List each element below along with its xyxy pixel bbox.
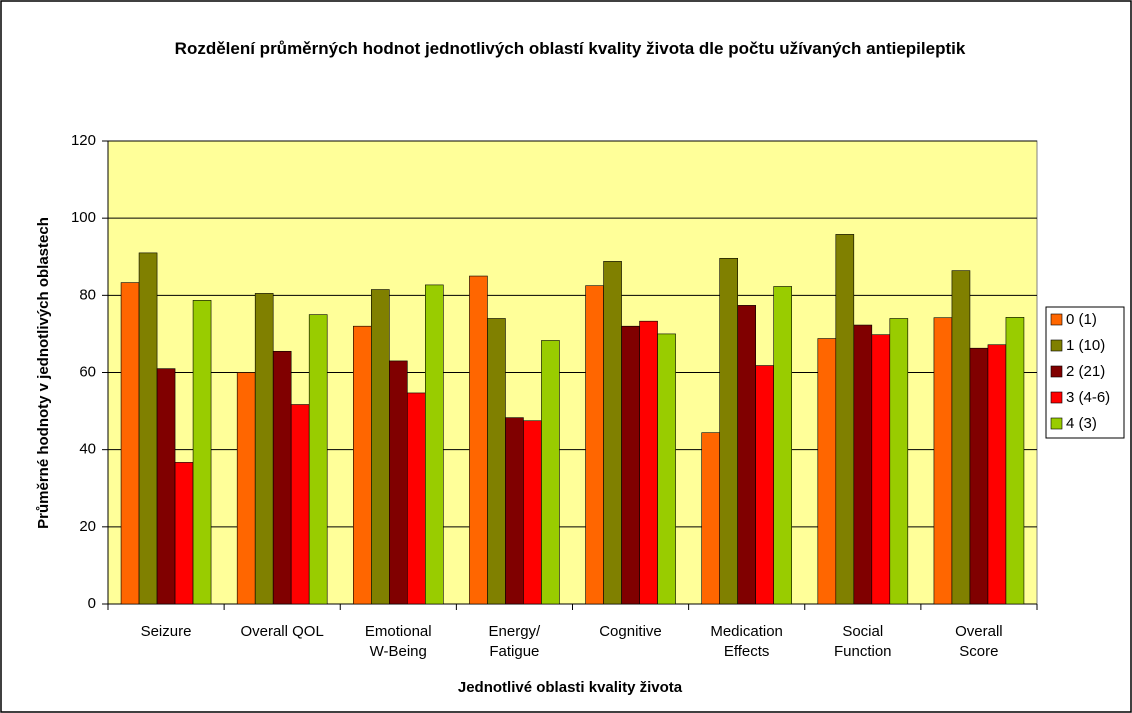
x-tick-label: Medication Effects <box>710 623 783 660</box>
bar <box>585 285 604 605</box>
bar <box>853 324 873 605</box>
legend-swatch <box>1050 339 1063 352</box>
bar <box>755 365 774 605</box>
bar <box>541 340 560 605</box>
bar <box>371 289 390 605</box>
bar <box>469 275 488 605</box>
legend-swatch <box>1050 365 1063 378</box>
bar <box>236 372 256 605</box>
y-tick-label: 120 <box>71 132 96 149</box>
bar <box>871 334 891 605</box>
bar <box>138 252 158 605</box>
bar <box>1005 317 1025 605</box>
bar <box>487 318 506 605</box>
bar <box>621 325 640 605</box>
bar <box>174 462 194 605</box>
bar <box>156 368 176 605</box>
chart-title: Rozdělení průměrných hodnot jednotlivých… <box>174 39 966 58</box>
title-box: Rozdělení průměrných hodnot jednotlivých… <box>174 39 966 58</box>
bar <box>737 305 756 605</box>
y-tick-label: 100 <box>71 209 96 226</box>
bar <box>505 417 524 605</box>
legend-swatch <box>1050 391 1063 404</box>
legend-swatch <box>1050 417 1063 430</box>
bar <box>817 338 837 605</box>
x-tick-label: Social Function <box>833 623 892 660</box>
y-tick-label: 80 <box>79 286 96 303</box>
x-tick-label: Energy/ Fatigue <box>488 623 541 660</box>
bar <box>407 392 426 605</box>
bar <box>987 344 1007 605</box>
bar <box>389 360 408 605</box>
bar <box>272 350 292 605</box>
bar <box>835 234 855 605</box>
bar <box>701 432 720 605</box>
legend-label: 4 (3) <box>1066 415 1097 432</box>
y-tick-label: 0 <box>88 595 96 612</box>
bar <box>120 282 140 605</box>
bar <box>603 261 622 605</box>
bar <box>353 325 372 605</box>
bar <box>254 293 274 605</box>
legend-label: 1 (10) <box>1066 337 1105 354</box>
bar <box>889 318 909 605</box>
bar <box>639 320 658 605</box>
bar <box>933 317 953 605</box>
y-tick-label: 20 <box>79 518 96 535</box>
bar <box>290 404 310 605</box>
bar <box>523 420 542 605</box>
legend-swatch <box>1050 313 1063 326</box>
legend-label: 3 (4-6) <box>1066 389 1110 406</box>
x-axis-label: Jednotlivé oblasti kvality života <box>458 679 683 696</box>
bar <box>773 286 792 605</box>
legend-label: 0 (1) <box>1066 311 1097 328</box>
bar <box>951 270 971 605</box>
x-tick-label: Seizure <box>140 623 192 640</box>
y-tick-label: 60 <box>79 363 96 380</box>
bar <box>425 284 444 605</box>
x-tick-label: Emotional W-Being <box>364 623 432 660</box>
bar <box>192 300 212 605</box>
x-tick-label: Overall QOL <box>240 623 324 640</box>
legend-label: 2 (21) <box>1066 363 1105 380</box>
x-tick-label: Cognitive <box>599 623 662 640</box>
bar <box>969 347 989 605</box>
y-axis-label: Průměrné hodnoty v jednotlivých oblastec… <box>35 217 52 529</box>
bar <box>308 314 328 605</box>
bar <box>657 333 676 605</box>
y-tick-label: 40 <box>79 441 96 458</box>
bar <box>719 257 738 605</box>
x-tick-label: Overall Score <box>955 623 1003 660</box>
